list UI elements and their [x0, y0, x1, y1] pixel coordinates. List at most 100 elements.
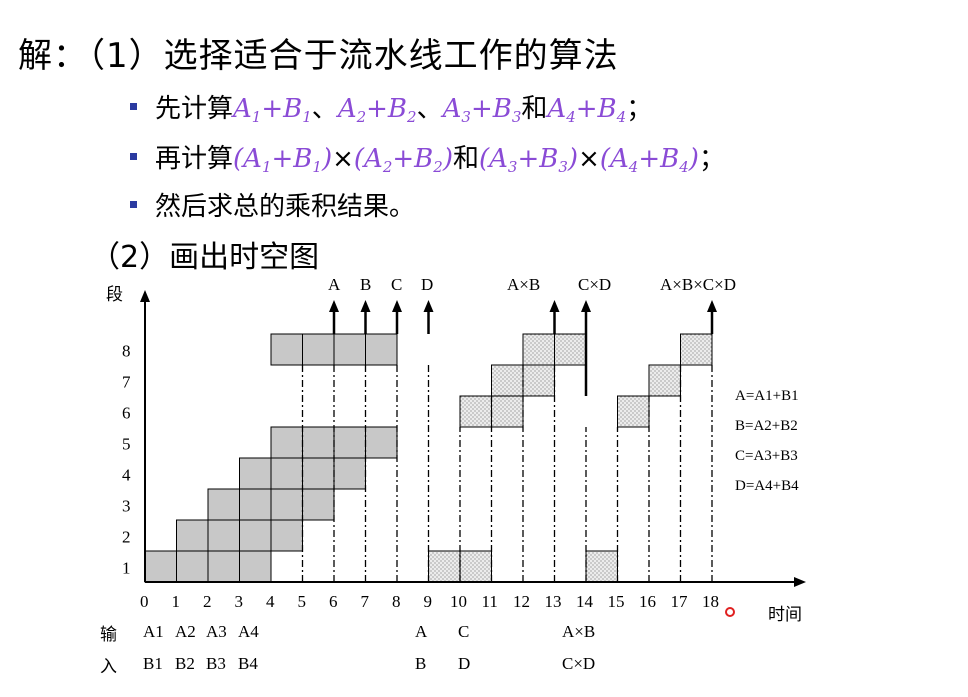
task-cell	[333, 457, 366, 490]
page-title: 解：（1）选择适合于流水线工作的算法	[18, 28, 619, 77]
bullet-formula-2: A2+B2	[337, 94, 417, 126]
and-word: 和	[452, 144, 479, 174]
bullet-item-1: 先计算A1+B1、A2+B2、A3+B3和A4+B4；	[130, 88, 652, 126]
output-label: C	[391, 275, 402, 294]
dotted-task-cell	[522, 364, 555, 397]
bullet-marker	[130, 103, 137, 110]
x-tick-label: 15	[608, 592, 625, 611]
task-cell	[239, 488, 272, 521]
x-tick-label: 2	[203, 592, 212, 611]
y-tick-label: 1	[122, 559, 131, 578]
bullet-tail: ；	[626, 94, 653, 124]
output-label: D	[421, 275, 433, 294]
task-cell	[270, 457, 303, 490]
task-cell	[302, 488, 335, 521]
x-axis-label: 时间	[768, 605, 802, 625]
dotted-task-cell	[617, 395, 650, 428]
bullet-item-3: 然后求总的乘积结果。	[130, 186, 415, 223]
task-cell	[239, 457, 272, 490]
x-tick-label: 9	[424, 592, 433, 611]
input-top-label: A×B	[562, 622, 595, 641]
y-tick-label: 6	[122, 404, 131, 423]
output-arrowhead	[581, 300, 591, 312]
task-cell	[239, 519, 272, 552]
x-tick-label: 11	[482, 592, 498, 611]
subheading: （2）画出时空图	[90, 240, 320, 275]
y-axis-arrow	[140, 290, 150, 302]
legend-entry: A=A1+B1	[735, 388, 799, 404]
task-cell	[270, 488, 303, 521]
x-axis-arrow	[794, 577, 806, 587]
x-tick-label: 10	[450, 592, 467, 611]
legend-entry: C=A3+B3	[735, 448, 798, 464]
input-row-label-bottom: 入	[100, 657, 117, 677]
input-top-label: C	[458, 622, 469, 641]
y-tick-label: 2	[122, 528, 131, 547]
x-tick-label: 12	[513, 592, 530, 611]
input-row-label-top: 输	[100, 625, 117, 645]
task-cell	[365, 426, 398, 459]
dotted-task-cell	[491, 395, 524, 428]
cursor-marker	[725, 607, 735, 617]
input-top-label: A3	[206, 622, 227, 641]
sep-2: 、	[416, 94, 443, 124]
x-tick-label: 6	[329, 592, 338, 611]
output-arrowhead	[329, 300, 339, 312]
task-cell	[302, 333, 335, 366]
task-cell	[207, 519, 240, 552]
input-bottom-label: B1	[143, 654, 163, 673]
y-tick-label: 8	[122, 342, 131, 361]
input-top-label: A1	[143, 622, 164, 641]
x-tick-label: 14	[576, 592, 594, 611]
output-label: C×D	[578, 275, 611, 294]
task-cell	[302, 457, 335, 490]
x-tick-label: 5	[298, 592, 307, 611]
input-bottom-label: D	[458, 654, 470, 673]
title-text: （1）选择适合于流水线工作的算法	[88, 36, 619, 76]
output-arrowhead	[423, 300, 434, 312]
output-arrowhead	[360, 300, 371, 312]
input-bottom-label: B4	[238, 654, 258, 673]
input-bottom-label: B	[415, 654, 426, 673]
bullet-lead: 再计算	[155, 144, 234, 174]
sep-1: 、	[311, 94, 338, 124]
output-label: A×B	[507, 275, 540, 294]
task-cell	[144, 550, 177, 583]
input-top-label: A2	[175, 622, 196, 641]
times-sign: ×	[578, 144, 600, 174]
task-cell	[270, 426, 303, 459]
bullet-item-2: 再计算(A1+B1)×(A2+B2)和(A3+B3)×(A4+B4)；	[130, 138, 725, 176]
bullet-lead: 然后求总的乘积结果。	[155, 192, 416, 222]
dotted-task-cell	[554, 333, 587, 366]
task-cell	[333, 333, 366, 366]
task-cell	[176, 519, 209, 552]
task-cell	[207, 488, 240, 521]
legend-entry: D=A4+B4	[735, 478, 799, 494]
input-bottom-label: C×D	[562, 654, 595, 673]
sep-3: 和	[521, 94, 548, 124]
x-tick-label: 3	[235, 592, 244, 611]
output-label: B	[360, 275, 371, 294]
bullet-formula-7: (A3+B3)	[478, 144, 579, 176]
input-bottom-label: B2	[175, 654, 195, 673]
output-label: A×B×C×D	[660, 275, 736, 294]
task-cell	[239, 550, 272, 583]
output-arrowhead	[392, 300, 402, 312]
input-top-label: A4	[238, 622, 259, 641]
y-axis-label: 段	[106, 285, 123, 305]
output-arrowhead	[549, 300, 560, 312]
dotted-task-cell	[680, 333, 713, 366]
x-tick-label: 16	[639, 592, 656, 611]
input-top-label: A	[415, 622, 428, 641]
bullet-formula-8: (A4+B4)	[599, 144, 699, 176]
bullet-formula-3: A3+B3	[442, 94, 522, 126]
task-cell	[270, 519, 303, 552]
task-cell	[207, 550, 240, 583]
bullet-formula-1: A1+B1	[233, 94, 312, 126]
dotted-task-cell	[522, 333, 555, 366]
bullet-formula-6: (A2+B2)	[353, 144, 453, 176]
bullet-formula-4: A4+B4	[547, 94, 627, 126]
y-tick-label: 5	[122, 435, 131, 454]
x-tick-label: 8	[392, 592, 401, 611]
